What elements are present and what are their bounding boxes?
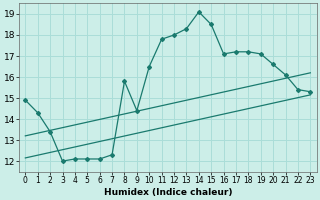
X-axis label: Humidex (Indice chaleur): Humidex (Indice chaleur)	[104, 188, 232, 197]
